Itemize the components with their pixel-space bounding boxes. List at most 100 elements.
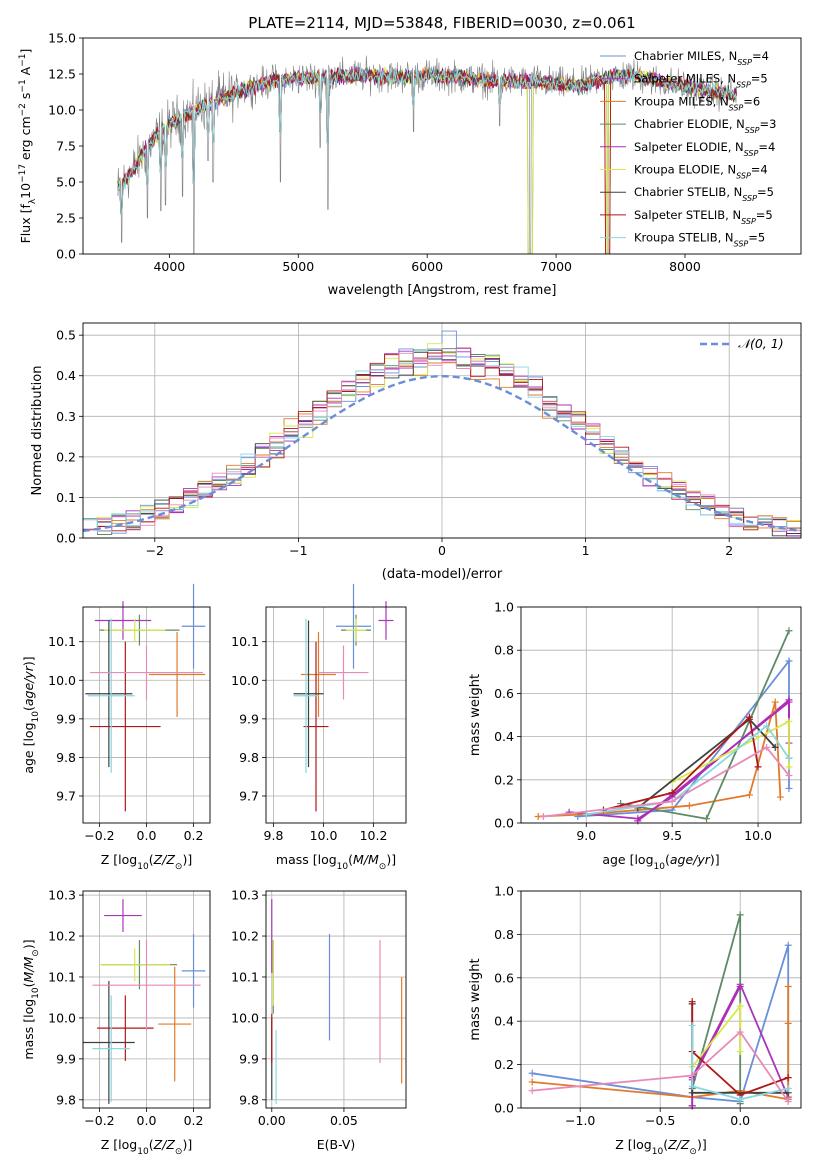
weight-marker-salpeter-stelib — [745, 713, 753, 721]
weight-line-kroupa-stelib — [586, 724, 790, 816]
weight-marker-salpeter-stelib — [754, 763, 762, 771]
legend-sub: SSP — [744, 148, 759, 157]
x-axis-label-part: M/M — [353, 852, 379, 867]
y-axis-label: mass weight — [468, 674, 483, 756]
panel-age-vs-mass: 9.8 10.0 10.2 9.7 9.8 9.9 10.0 10.1 mass [log10(… — [231, 583, 407, 872]
legend-sub: SSP — [736, 171, 751, 180]
y-tick-label: 0.6 — [494, 686, 514, 701]
y-tick-label: 9.9 — [56, 711, 76, 726]
legend-count: =5 — [757, 185, 774, 199]
y-axis-label-part: 10 — [18, 183, 33, 199]
x-tick-label: 7000 — [540, 259, 572, 274]
y-tick-label: 9.8 — [239, 1092, 259, 1107]
x-axis-label-part: ( — [663, 1137, 668, 1152]
panel-spectrum: 4000 5000 6000 7000 8000 0.0 2.5 5.0 7.5 10.0 12.5… — [18, 31, 802, 298]
x-tick-label: 9.0 — [576, 828, 596, 843]
x-axis-label: (data-model)/error — [382, 567, 503, 582]
legend-label-salpeter-stelib: Salpeter STELIB, NSSP=5 — [634, 208, 773, 226]
x-axis-label-part: Z [log — [615, 1137, 651, 1152]
y-axis-label: mass weight — [468, 958, 483, 1040]
y-tick-label: 9.8 — [56, 1092, 76, 1107]
weight-marker-kroupa-stelib — [784, 1084, 792, 1092]
x-tick-label: 9.8 — [264, 828, 284, 843]
y-axis-label: Normed distribution — [30, 366, 45, 496]
weight-marker-chabrier-miles — [785, 657, 793, 665]
y-axis-label-part: )] — [21, 939, 36, 949]
panel-residuals: −2 −1 0 1 2 0.0 0.1 0.2 0.3 0.4 0.5 𝒩(0, 1) (data-mo… — [30, 322, 802, 582]
legend-text: Kroupa ELODIE, N — [634, 163, 736, 177]
y-axis-label-part: 10 — [31, 987, 41, 999]
x-axis-label-part: ⊙ — [689, 1147, 697, 1157]
y-axis-label-part: Flux [f — [18, 204, 33, 244]
x-axis-label-part: ( — [149, 852, 154, 867]
panel-weight-vs-age: 9.0 9.5 10.0 0.0 0.2 0.4 0.6 0.8 1.0 age [log10(a… — [468, 600, 802, 872]
weight-marker-kroupa-miles — [771, 698, 779, 706]
weight-marker-kroupa-miles — [784, 1019, 792, 1027]
x-tick-label: 0.05 — [330, 1113, 358, 1128]
legend-label-chabrier-stelib: Chabrier STELIB, NSSP=5 — [634, 185, 774, 203]
y-tick-label: 9.7 — [239, 789, 259, 804]
y-tick-label: 10.1 — [231, 634, 259, 649]
y-axis-label-part: mass [log — [21, 999, 36, 1060]
x-tick-label: 1 — [582, 543, 590, 558]
legend-text: Chabrier STELIB, N — [634, 185, 742, 199]
y-axis-label-part: ( — [21, 982, 36, 987]
weight-marker-pink — [668, 797, 676, 805]
weight-line-kroupa-elodie — [671, 720, 790, 783]
x-axis-label-part: )] — [710, 852, 720, 867]
y-tick-label: 0.3 — [56, 409, 76, 424]
y-tick-label: 1.0 — [494, 884, 514, 899]
spectrum-data-line — [117, 55, 737, 254]
x-axis-label: Z [log10(Z/Z⊙)] — [101, 852, 192, 872]
y-axis-label-part: −1 — [18, 79, 28, 92]
weight-marker-salpeter-stelib — [784, 1074, 792, 1082]
weight-marker-pink — [784, 1097, 792, 1105]
y-axis-label-part: age [log — [21, 722, 36, 773]
weight-marker-kroupa-elodie — [785, 763, 793, 771]
x-axis-label-part: Z [log — [101, 1137, 137, 1152]
panel-mass-vs-EBV: 0.00 0.05 9.8 9.9 10.0 10.1 10.2 10.3 E(B-V) — [231, 888, 407, 1152]
x-axis-label-part: Z/Z — [153, 852, 176, 867]
x-axis-label-part: ⊙ — [175, 862, 183, 872]
weight-marker-chabrier-stelib — [771, 743, 779, 751]
x-axis-label: age [log10(age/yr)] — [602, 852, 719, 872]
weight-marker-kroupa-stelib — [688, 1082, 696, 1090]
x-axis-label: Z [log10(Z/Z⊙)] — [615, 1137, 706, 1157]
x-tick-label: −1 — [289, 543, 307, 558]
y-tick-label: 10.2 — [231, 929, 259, 944]
weight-marker-chabrier-stelib — [688, 1089, 696, 1097]
y-tick-label: 10.3 — [231, 888, 259, 903]
y-axis-label-part: ] — [18, 49, 33, 54]
legend-label-salpeter-elodie: Salpeter ELODIE, NSSP=4 — [634, 140, 775, 158]
y-tick-label: 0.8 — [494, 643, 514, 658]
weight-line-kroupa-miles — [532, 986, 790, 1101]
x-tick-label: 10.0 — [744, 828, 772, 843]
y-tick-label: 0.0 — [56, 531, 76, 546]
y-tick-label: 15.0 — [48, 31, 76, 46]
legend-count: =5 — [748, 231, 765, 245]
y-tick-label: 10.3 — [48, 888, 76, 903]
legend-count: =6 — [743, 94, 760, 108]
y-tick-label: 0.4 — [56, 368, 76, 383]
y-tick-label: 9.9 — [239, 711, 259, 726]
weight-line-pink — [543, 746, 790, 818]
x-axis-label-part: 10 — [337, 862, 349, 872]
weight-line-chabrier-elodie — [691, 914, 742, 1104]
y-axis-label-part: erg cm — [18, 116, 33, 164]
weight-line-chabrier-elodie — [620, 630, 790, 820]
legend-label-chabrier-miles: Chabrier MILES, NSSP=4 — [634, 49, 769, 67]
legend-text: Salpeter STELIB, N — [634, 208, 741, 222]
weight-marker-pink — [539, 813, 547, 821]
x-axis-label-part: age/yr — [670, 852, 711, 867]
x-axis-label-part: 10 — [137, 1147, 149, 1157]
y-tick-label: 2.5 — [56, 211, 76, 226]
y-tick-label: 5.0 — [56, 175, 76, 190]
x-axis-label-part: ⊙ — [175, 1147, 183, 1157]
legend-label-normal: 𝒩(0, 1) — [738, 336, 784, 351]
x-tick-label: 10.2 — [360, 828, 388, 843]
weight-line-salpeter-stelib — [603, 715, 759, 811]
legend-text: Salpeter MILES, N — [634, 72, 736, 86]
x-axis-label-part: 10 — [652, 1147, 664, 1157]
y-tick-label: 9.7 — [56, 789, 76, 804]
